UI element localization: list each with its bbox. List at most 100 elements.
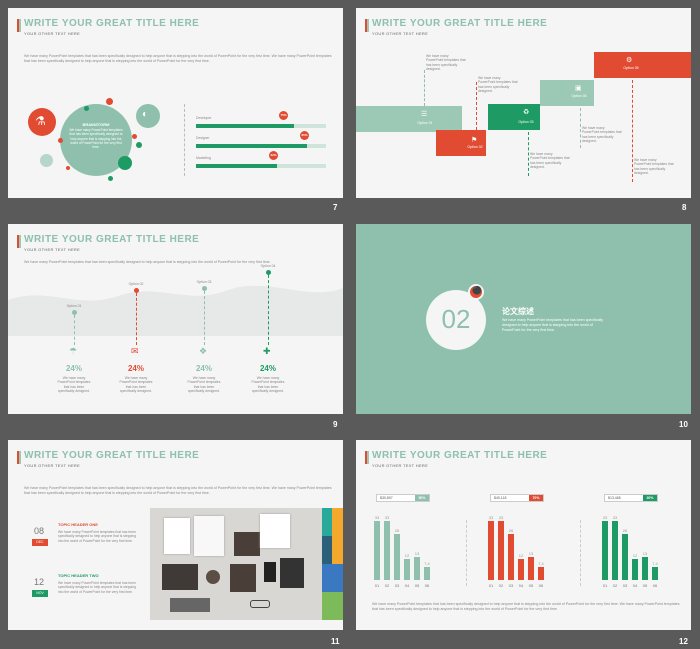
option-label-2: Option 02	[128, 282, 144, 286]
slide-title: WRITE YOUR GREAT TITLE HERE	[24, 234, 200, 245]
bar-label-2: Marketing	[196, 156, 211, 160]
axis-tick-label: 04	[404, 583, 410, 588]
slide-title: WRITE YOUR GREAT TITLE HERE	[372, 18, 548, 29]
chart-bar	[602, 521, 608, 580]
progress-bar-1	[196, 144, 326, 148]
bar-value-label: 13	[414, 550, 420, 556]
axis-tick-label: 05	[642, 583, 648, 588]
item-heading-0: TOPIC HEADER ONE	[58, 522, 98, 527]
color-strip-yellow	[332, 508, 343, 564]
summary-percent: 70%	[529, 495, 543, 501]
bar-pct-0: 75%	[279, 111, 288, 120]
timeline-dot	[72, 310, 77, 315]
section-text: We have many PowerPoint templates that h…	[502, 318, 604, 332]
connector	[632, 80, 633, 182]
summary-amount: $40,118	[494, 496, 507, 500]
chart-bar	[488, 521, 494, 580]
progress-bar-2	[196, 164, 326, 168]
option-desc-2: We have many PowerPoint templates that h…	[478, 76, 518, 94]
slide-12[interactable]: WRITE YOUR GREAT TITLE HERE YOUR OTHER T…	[356, 440, 691, 630]
bar-value-label: 7.4	[652, 560, 658, 566]
timeline-line	[74, 315, 75, 345]
bar-value-label: 7.4	[424, 560, 430, 566]
slide-title: WRITE YOUR GREAT TITLE HERE	[24, 450, 200, 461]
section-heading: 论文综述	[502, 307, 534, 316]
chart-bar	[632, 558, 638, 580]
chart-bar	[612, 521, 618, 580]
ribbon-segment-3	[488, 104, 540, 130]
bar-value-label: 33	[612, 515, 618, 521]
slide-10[interactable]: 02 ⚫ 论文综述 We have many PowerPoint templa…	[356, 224, 691, 414]
slide-body: We have many PowerPoint templates that h…	[24, 54, 332, 63]
option-icon-2: ✉	[131, 346, 139, 356]
option-4-tag: Option 04	[571, 94, 587, 98]
slide-9[interactable]: WRITE YOUR GREAT TITLE HERE YOUR OTHER T…	[8, 224, 343, 414]
timeline-dot	[202, 286, 207, 291]
timeline-dot	[134, 288, 139, 293]
slide-subtitle: YOUR OTHER TEXT HERE	[24, 247, 81, 252]
axis-tick-label: 04	[518, 583, 524, 588]
slide-8[interactable]: WRITE YOUR GREAT TITLE HERE YOUR OTHER T…	[356, 8, 691, 198]
option-desc-3: We have many PowerPoint templates that h…	[530, 152, 570, 170]
chart-separator	[466, 520, 467, 586]
slide-subtitle: YOUR OTHER TEXT HERE	[372, 31, 429, 36]
timeline-dot	[266, 270, 271, 275]
document-icon: ☰	[421, 111, 428, 118]
slide-number-9: 9	[333, 420, 338, 429]
option-3-tag: Option 03	[518, 120, 534, 124]
option-desc-2: We have many PowerPoint templates that h…	[119, 376, 153, 394]
slide-number-7: 7	[333, 203, 338, 212]
slide-number-11: 11	[331, 637, 340, 646]
slide-11[interactable]: WRITE YOUR GREAT TITLE HERE YOUR OTHER T…	[8, 440, 343, 630]
item-month-1: NOV	[32, 590, 48, 597]
option-2-tag: Option 02	[467, 145, 483, 149]
option-5-tag: Option 05	[623, 66, 639, 70]
summary-percent: 50%	[415, 495, 429, 501]
stationery-photo	[150, 508, 322, 620]
slide-7[interactable]: WRITE YOUR GREAT TITLE HERE YOUR OTHER T…	[8, 8, 343, 198]
decor-dot	[58, 138, 63, 143]
title-accent	[365, 19, 369, 32]
axis-tick-label: 02	[384, 583, 390, 588]
option-percent-3: 24%	[195, 364, 212, 373]
color-strip-dark	[322, 536, 332, 564]
decor-dot	[108, 176, 113, 181]
connector	[580, 108, 581, 148]
bar-pct-2: 62%	[269, 151, 278, 160]
color-strip-teal	[322, 508, 332, 536]
color-strip-green	[322, 592, 343, 620]
bulb-icon: ⚫	[472, 286, 482, 295]
axis-tick-label: 02	[498, 583, 504, 588]
slide-subtitle: YOUR OTHER TEXT HERE	[24, 31, 81, 36]
slide-title: WRITE YOUR GREAT TITLE HERE	[372, 450, 548, 461]
decor-dot	[40, 154, 53, 167]
bar-pct-1: 85%	[300, 131, 309, 140]
chart-separator	[580, 520, 581, 586]
option-percent-4: 24%	[259, 364, 276, 373]
title-accent	[17, 451, 21, 464]
item-text-1: We have many PowerPoint templates that h…	[58, 581, 137, 594]
trash-icon: ♻	[523, 109, 530, 116]
bar-value-label: 13	[642, 550, 648, 556]
slide-subtitle: YOUR OTHER TEXT HERE	[24, 463, 81, 468]
chart-bar	[414, 556, 420, 580]
decor-dot	[136, 104, 160, 128]
axis-tick-label: 05	[528, 583, 534, 588]
section-number: 02	[441, 304, 471, 334]
decor-dot	[136, 142, 142, 148]
chart-bar	[394, 533, 400, 580]
item-day-1: 12	[34, 577, 45, 587]
axis-tick-label: 02	[612, 583, 618, 588]
axis-tick-label: 05	[414, 583, 420, 588]
bar-value-label: 33	[488, 515, 494, 521]
microscope-icon: ⚗	[35, 114, 46, 128]
axis-tick-label: 06	[538, 583, 544, 588]
timeline-line	[136, 293, 137, 345]
bar-value-label: 33	[498, 515, 504, 521]
slide-body: We have many PowerPoint templates that h…	[372, 602, 680, 611]
chart-bar	[538, 566, 544, 580]
option-1-tag: Option 01	[417, 121, 433, 125]
bar-label-0: Developer	[196, 116, 212, 120]
axis-tick-label: 01	[602, 583, 608, 588]
slide-body: We have many PowerPoint templates that h…	[24, 486, 332, 495]
